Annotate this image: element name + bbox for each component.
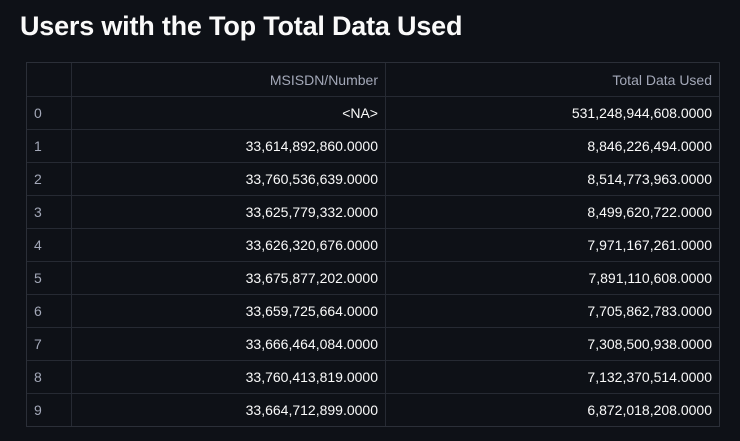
table-header-row: MSISDN/Number Total Data Used — [27, 63, 719, 97]
table-row: 6 33,659,725,664.0000 7,705,862,783.0000 — [27, 294, 719, 328]
total-data-cell[interactable]: 8,846,226,494.0000 — [385, 129, 719, 163]
total-data-column-header[interactable]: Total Data Used — [385, 63, 719, 97]
row-index-cell[interactable]: 4 — [27, 228, 72, 262]
table-row: 2 33,760,536,639.0000 8,514,773,963.0000 — [27, 162, 719, 196]
total-data-cell[interactable]: 7,132,370,514.0000 — [385, 360, 719, 394]
msisdn-cell[interactable]: 33,760,536,639.0000 — [71, 162, 386, 196]
total-data-cell[interactable]: 531,248,944,608.0000 — [385, 96, 719, 130]
row-index-cell[interactable]: 2 — [27, 162, 72, 196]
row-index-cell[interactable]: 6 — [27, 294, 72, 328]
total-data-cell[interactable]: 6,872,018,208.0000 — [587, 402, 712, 418]
row-index-cell[interactable]: 5 — [27, 261, 72, 295]
page-title: Users with the Top Total Data Used — [20, 11, 463, 41]
table-row: 3 33,625,779,332.0000 8,499,620,722.0000 — [27, 195, 719, 229]
table-row: 5 33,675,877,202.0000 7,891,110,608.0000 — [27, 261, 719, 295]
msisdn-cell[interactable]: 33,675,877,202.0000 — [71, 261, 386, 295]
table-row: 4 33,626,320,676.0000 7,971,167,261.0000 — [27, 228, 719, 262]
table-body: 0 <NA> 531,248,944,608.0000 1 33,614,892,860… — [27, 96, 719, 426]
msisdn-cell[interactable]: 33,760,413,819.0000 — [71, 360, 386, 394]
total-data-cell[interactable]: 7,891,110,608.0000 — [385, 261, 719, 295]
index-column-header[interactable] — [27, 63, 72, 97]
row-index-cell[interactable]: 0 — [27, 96, 72, 130]
row-index-cell[interactable]: 7 — [27, 327, 72, 361]
row-index-cell[interactable]: 1 — [27, 129, 72, 163]
total-data-cell[interactable]: 8,514,773,963.0000 — [385, 162, 719, 196]
table-row: 1 33,614,892,860.0000 8,846,226,494.0000 — [27, 129, 719, 163]
msisdn-cell[interactable]: 33,659,725,664.0000 — [71, 294, 386, 328]
row-index-cell[interactable]: 9 — [27, 393, 72, 426]
msisdn-cell[interactable]: 33,626,320,676.0000 — [71, 228, 386, 262]
msisdn-cell[interactable]: 33,666,464,084.0000 — [71, 327, 386, 361]
table-row: 0 <NA> 531,248,944,608.0000 — [27, 96, 719, 130]
row-index-cell[interactable]: 8 — [27, 360, 72, 394]
dataframe-table[interactable]: MSISDN/Number Total Data Used 0 <NA> 531,2… — [26, 62, 720, 427]
msisdn-cell[interactable]: <NA> — [71, 96, 386, 130]
total-data-cell[interactable]: 7,308,500,938.0000 — [385, 327, 719, 361]
table-row: 8 33,760,413,819.0000 7,132,370,514.0000 — [27, 360, 719, 394]
data-table: MSISDN/Number Total Data Used 0 <NA> 531,2… — [27, 63, 719, 426]
total-data-cell[interactable]: 8,499,620,722.0000 — [385, 195, 719, 229]
table-row: 9 33,664,712,899.0000 6,872,018,208.0000 — [27, 393, 719, 426]
total-data-cell[interactable]: 7,705,862,783.0000 — [385, 294, 719, 328]
msisdn-cell[interactable]: 33,625,779,332.0000 — [71, 195, 386, 229]
table-row: 7 33,666,464,084.0000 7,308,500,938.0000 — [27, 327, 719, 361]
msisdn-column-header[interactable]: MSISDN/Number — [71, 63, 386, 97]
total-data-cell[interactable]: 7,971,167,261.0000 — [385, 228, 719, 262]
msisdn-cell[interactable]: 33,614,892,860.0000 — [71, 129, 386, 163]
msisdn-cell[interactable]: 33,664,712,899.0000 — [71, 393, 386, 426]
row-index-cell[interactable]: 3 — [27, 195, 72, 229]
